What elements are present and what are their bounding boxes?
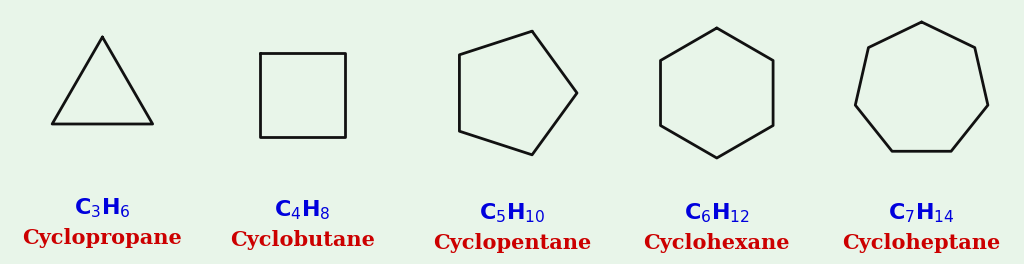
Text: Cycloheptane: Cycloheptane (843, 233, 1000, 253)
Text: $\mathbf{C}_{4}\mathbf{H}_{8}$: $\mathbf{C}_{4}\mathbf{H}_{8}$ (273, 198, 331, 222)
Text: $\mathbf{C}_{6}\mathbf{H}_{12}$: $\mathbf{C}_{6}\mathbf{H}_{12}$ (684, 201, 750, 225)
Text: $\mathbf{C}_{7}\mathbf{H}_{14}$: $\mathbf{C}_{7}\mathbf{H}_{14}$ (888, 201, 955, 225)
Text: $\mathbf{C}_{5}\mathbf{H}_{10}$: $\mathbf{C}_{5}\mathbf{H}_{10}$ (479, 201, 545, 225)
Text: Cyclohexane: Cyclohexane (643, 233, 791, 253)
Text: $\mathbf{C}_{3}\mathbf{H}_{6}$: $\mathbf{C}_{3}\mathbf{H}_{6}$ (74, 196, 131, 220)
Text: Cyclopropane: Cyclopropane (23, 228, 182, 248)
Text: Cyclopentane: Cyclopentane (433, 233, 591, 253)
Text: Cyclobutane: Cyclobutane (229, 230, 375, 250)
